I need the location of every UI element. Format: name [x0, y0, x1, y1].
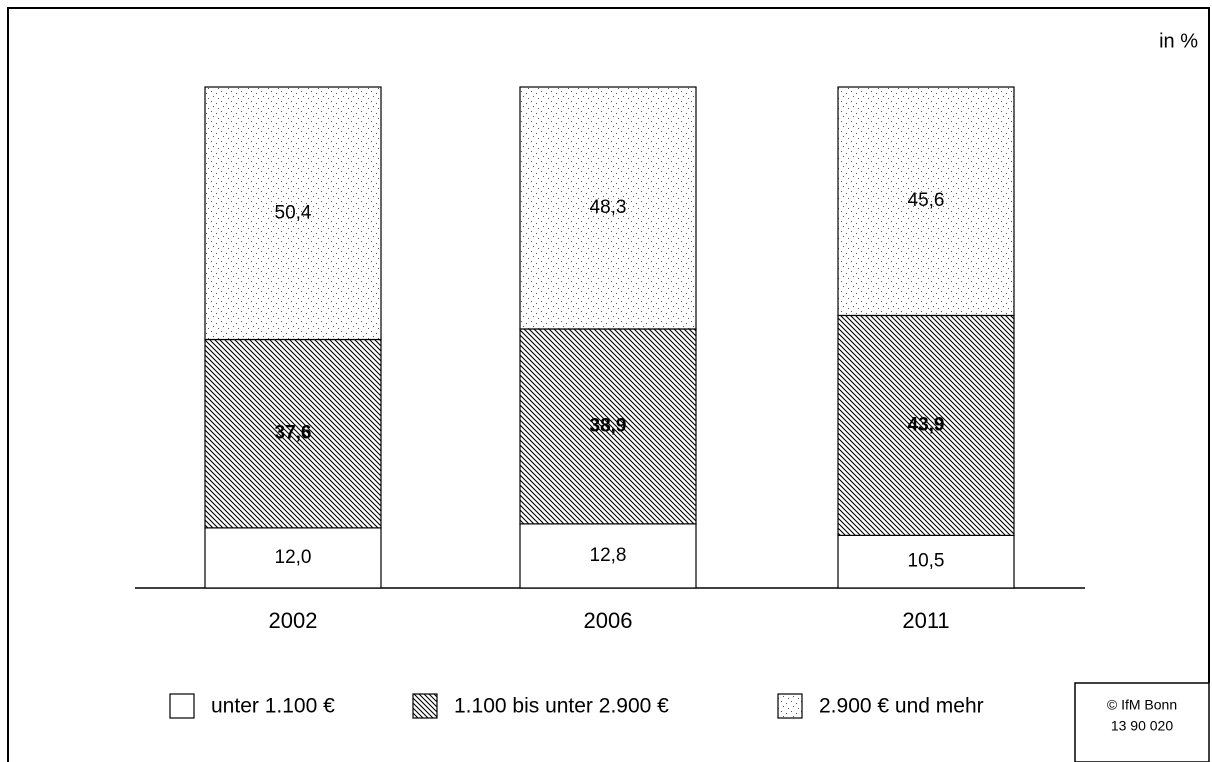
x-tick-label: 2011 [902, 608, 949, 633]
x-tick-label: 2006 [584, 608, 633, 633]
bar-segment [204, 86, 382, 341]
value-label: 45,6 [908, 190, 945, 211]
source: © IfM Bonn [1107, 697, 1177, 713]
bar-segment [837, 314, 1015, 536]
value-label: 12,0 [275, 547, 312, 568]
bar-segment [837, 534, 1015, 589]
bar-segment [837, 86, 1015, 317]
value-label: 38,9 [590, 415, 627, 436]
value-label: 48,3 [590, 197, 627, 218]
frame [7, 7, 1210, 762]
value-label: 37,6 [275, 423, 312, 444]
source-box [1074, 682, 1210, 762]
legend-swatch [777, 693, 803, 719]
legend-swatch [412, 693, 438, 719]
bar-segment [204, 338, 382, 529]
value-label: 50,4 [275, 202, 312, 223]
x-tick-label: 2002 [269, 608, 318, 633]
value-label: 10,5 [908, 551, 945, 572]
value-label: 43,9 [908, 414, 945, 435]
value-label: 12,8 [590, 545, 627, 566]
unit-label: in % [1159, 30, 1198, 52]
legend-label: unter 1.100 € [211, 695, 335, 718]
source: 13 90 020 [1111, 718, 1173, 734]
legend-label: 2.900 € und mehr [819, 695, 984, 718]
legend-swatch [169, 693, 195, 719]
bar-segment [519, 328, 697, 525]
bar-segment [204, 527, 382, 589]
legend-label: 1.100 bis unter 2.900 € [454, 695, 669, 718]
bar-segment [519, 86, 697, 330]
